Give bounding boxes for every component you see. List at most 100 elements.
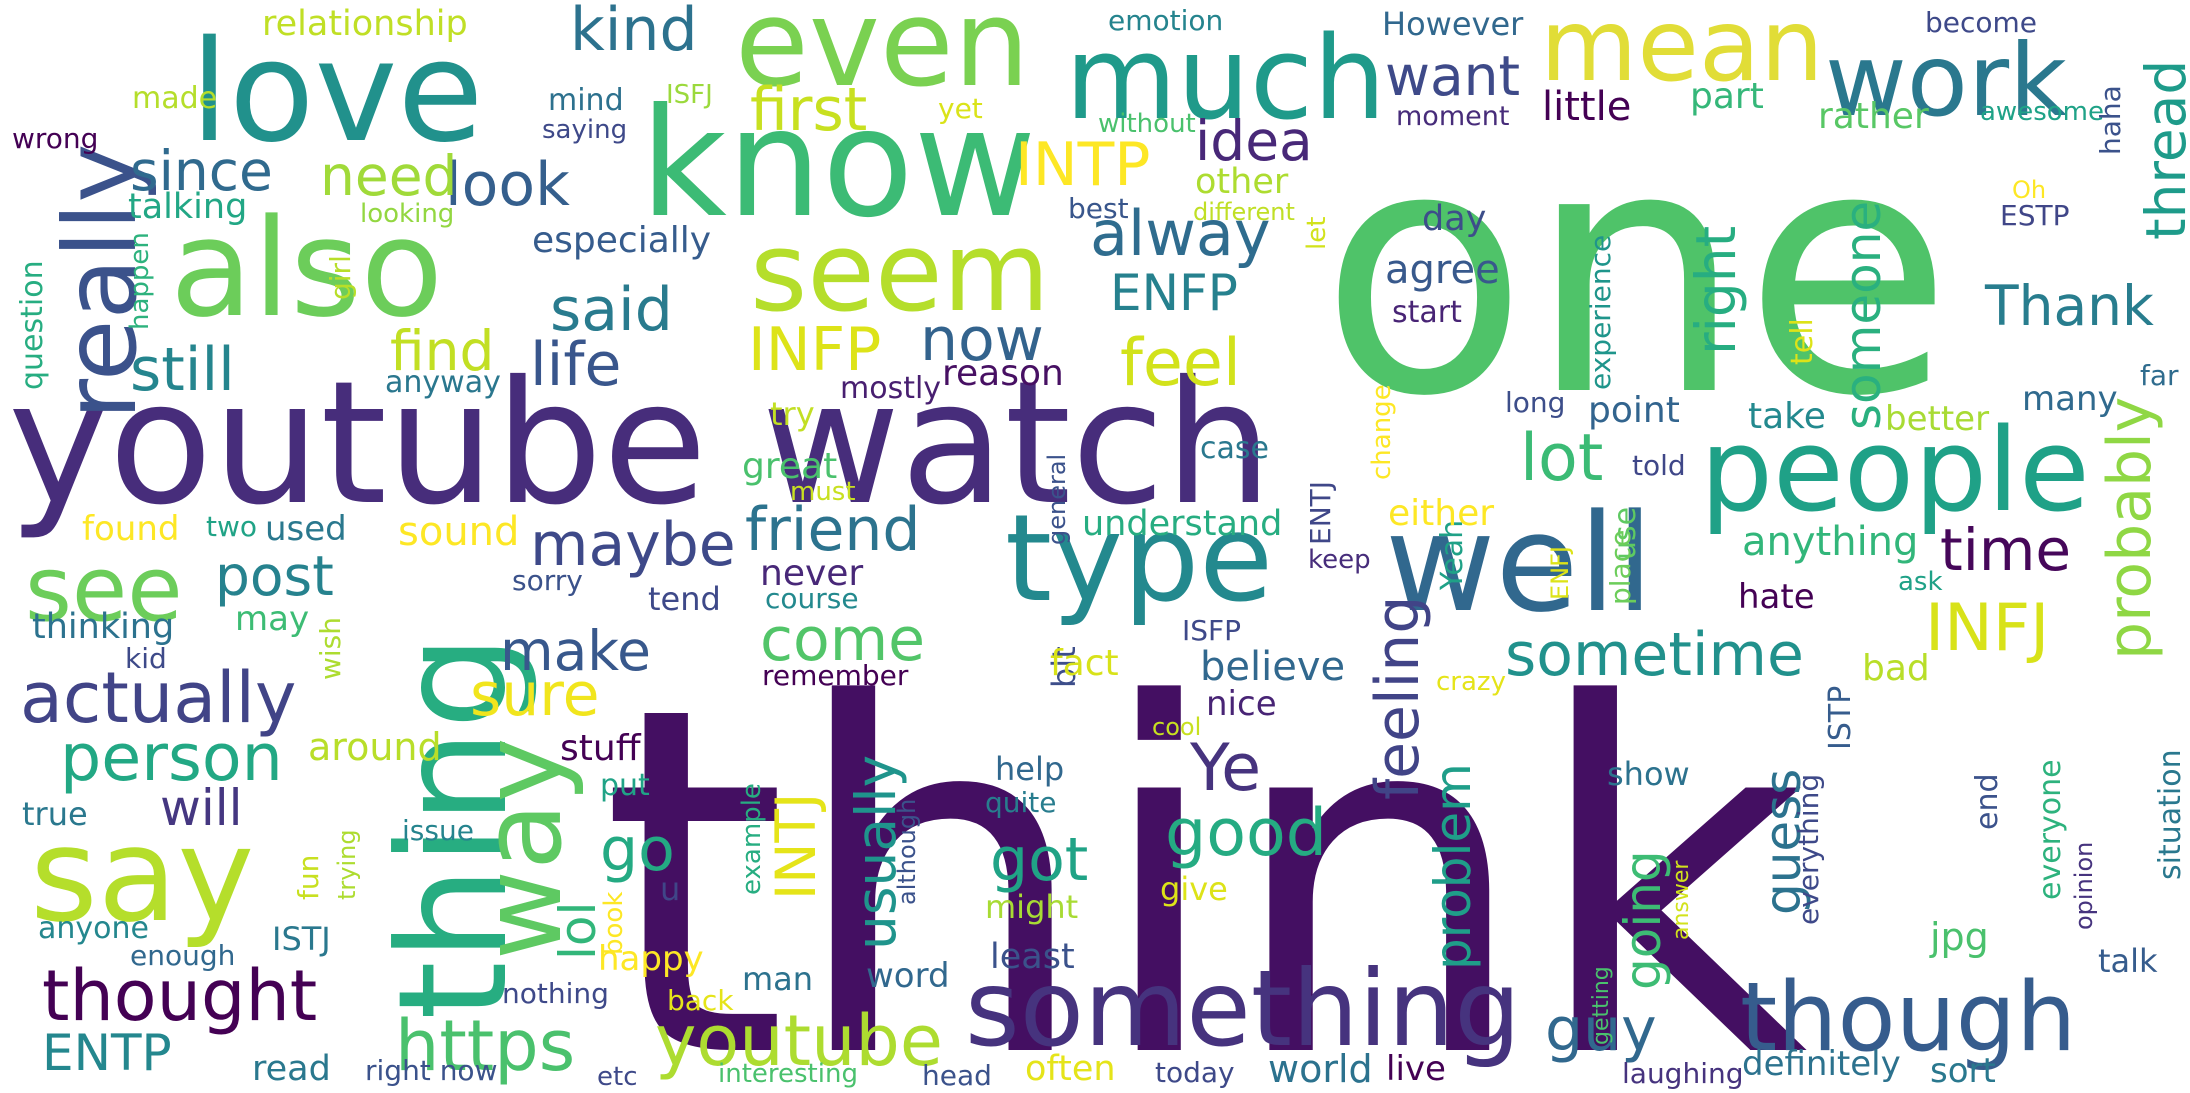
word-think: think	[600, 605, 1808, 1093]
word-love: love	[190, 11, 484, 174]
word-youtube-watch: youtube watch	[8, 345, 1272, 543]
word-istj: ISTJ	[272, 920, 331, 958]
word-wish: wish	[314, 617, 347, 680]
word-general: general	[1043, 454, 1071, 545]
word-isfj: ISFJ	[666, 80, 713, 110]
word-still: still	[130, 335, 235, 405]
word-used: used	[265, 509, 347, 549]
word-try: try	[770, 395, 815, 433]
word-kind: kind	[570, 0, 698, 65]
word-example: example	[737, 783, 767, 895]
word-long: long	[1505, 386, 1565, 419]
word-anyway: anyway	[385, 365, 501, 400]
word-question: question	[15, 260, 50, 390]
word-agree: agree	[1385, 247, 1500, 293]
word-since: since	[130, 139, 273, 203]
word-tell: tell	[1785, 318, 1820, 365]
word-part: part	[1690, 76, 1764, 117]
word-guess: guess	[1754, 769, 1812, 915]
word-entp: ENTP	[42, 1024, 172, 1082]
word-trying: trying	[333, 829, 361, 900]
word-anyone: anyone	[38, 911, 149, 946]
word-people: people	[1700, 404, 2090, 538]
word-around: around	[308, 725, 442, 769]
word-definitely: definitely	[1742, 1044, 1901, 1084]
word-true: true	[22, 795, 88, 833]
word-might: might	[985, 888, 1078, 926]
word-type: type	[1005, 490, 1273, 629]
word-thread: thread	[2134, 60, 2190, 240]
word-especially: especially	[532, 220, 711, 261]
word-different: different	[1193, 198, 1295, 226]
word-quite: quite	[985, 786, 1057, 819]
word-guy: guy	[1545, 995, 1657, 1065]
word-person: person	[60, 721, 283, 796]
word-hate: hate	[1738, 577, 1815, 617]
word-great: great	[742, 446, 837, 487]
word-case: case	[1200, 431, 1269, 466]
word-although: although	[893, 799, 921, 905]
word-thank: Thank	[1984, 274, 2154, 338]
word-rather: rather	[1818, 96, 1929, 137]
word-post: post	[215, 544, 334, 608]
word-often: often	[1025, 1049, 1116, 1089]
word-jpg: jpg	[1929, 915, 1989, 959]
word-nothing: nothing	[502, 977, 609, 1010]
word-cool: cool	[1152, 713, 1201, 741]
word-found: found	[82, 509, 179, 549]
word-maybe: maybe	[530, 510, 736, 580]
word-alway: alway	[1090, 197, 1271, 270]
word-thinking: thinking	[32, 607, 174, 647]
word-intp: INTP	[1015, 130, 1150, 200]
word-thing: thing	[367, 634, 541, 1020]
word-probably: probably	[2095, 397, 2165, 660]
word-will: will	[160, 779, 243, 837]
word-yeah: Yeah	[1435, 520, 1470, 591]
word-sure: sure	[470, 660, 600, 730]
word-take: take	[1748, 396, 1826, 437]
word-something: something	[965, 948, 1521, 1070]
word-even: even	[735, 0, 1030, 114]
word-show: show	[1607, 755, 1690, 793]
word-bad: bad	[1862, 648, 1930, 689]
word-change: change	[1367, 384, 1397, 480]
word-opinion: opinion	[2070, 842, 2098, 930]
word-haha: haha	[2094, 85, 2127, 155]
word-also: also	[170, 190, 443, 347]
word-give: give	[1160, 870, 1228, 908]
word-way: way	[458, 738, 586, 960]
word-two: two	[206, 510, 257, 543]
word-know: know	[640, 77, 1036, 251]
word-read: read	[252, 1049, 331, 1089]
word-happen: happen	[125, 232, 155, 330]
word-better: better	[1885, 399, 1989, 439]
word-ye: Ye	[1189, 731, 1261, 806]
word-many: many	[2022, 379, 2118, 419]
word-back: back	[667, 984, 734, 1017]
word-least: least	[990, 937, 1075, 977]
word-end: end	[1970, 773, 2005, 830]
word-reason: reason	[942, 353, 1064, 394]
word-word: word	[866, 956, 950, 996]
word-told: told	[1632, 449, 1686, 482]
word-getting: getting	[1589, 966, 1614, 1045]
word-little: little	[1542, 84, 1631, 130]
word-infp: INFP	[748, 315, 881, 385]
word-never: never	[760, 553, 863, 594]
word-girl: girl	[324, 255, 357, 300]
word-place: place	[1604, 530, 1637, 605]
word-sorry: sorry	[512, 564, 583, 597]
word-may: may	[235, 599, 309, 639]
word-saying: saying	[542, 115, 627, 145]
word-kid: kid	[125, 642, 167, 675]
word-fun: fun	[292, 855, 325, 900]
word-either: either	[1388, 493, 1494, 534]
word-life: life	[530, 330, 621, 400]
word-tend: tend	[648, 580, 721, 618]
word-enfj: ENFJ	[1546, 546, 1574, 600]
word-said: said	[550, 275, 673, 345]
word-nice: nice	[1206, 684, 1277, 724]
word-enough: enough	[130, 939, 235, 972]
word-live: live	[1386, 1049, 1446, 1089]
